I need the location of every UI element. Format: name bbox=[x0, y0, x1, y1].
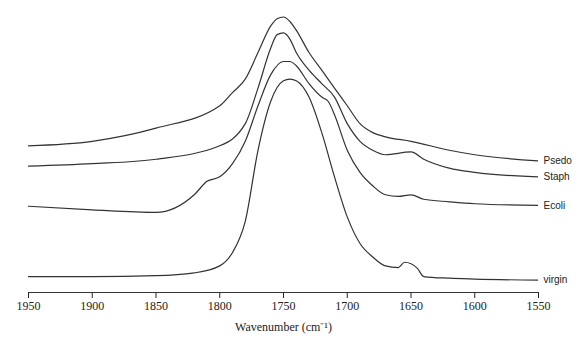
svg-text:1950: 1950 bbox=[17, 299, 41, 313]
svg-text:Wavenumber (cm⁻¹): Wavenumber (cm⁻¹) bbox=[235, 320, 332, 334]
svg-text:Psedo: Psedo bbox=[544, 155, 573, 166]
svg-text:1750: 1750 bbox=[272, 299, 296, 313]
svg-text:1600: 1600 bbox=[463, 299, 487, 313]
svg-text:1850: 1850 bbox=[144, 299, 168, 313]
svg-text:Staph: Staph bbox=[544, 171, 570, 182]
svg-text:1700: 1700 bbox=[335, 299, 359, 313]
svg-text:Ecoli: Ecoli bbox=[544, 200, 566, 211]
svg-text:1800: 1800 bbox=[208, 299, 232, 313]
svg-text:1900: 1900 bbox=[80, 299, 104, 313]
svg-text:1550: 1550 bbox=[527, 299, 551, 313]
svg-text:1650: 1650 bbox=[399, 299, 423, 313]
svg-text:virgin: virgin bbox=[544, 274, 568, 285]
